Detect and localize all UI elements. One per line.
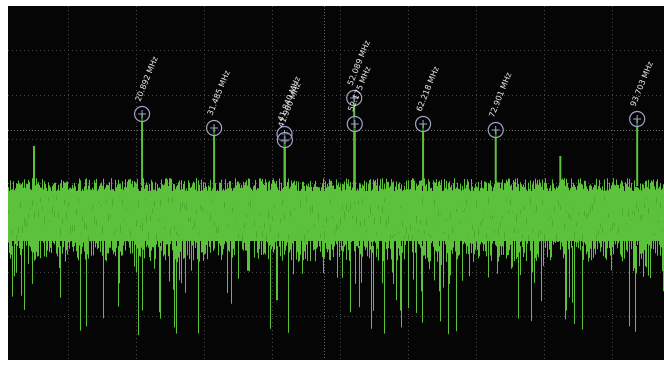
noise-texture: [8, 196, 663, 243]
peak-label: 20.892 MHz: [134, 55, 160, 103]
noise-spikes: [8, 178, 664, 298]
peak-marker-cross: [138, 110, 147, 118]
peak-marker-cross: [280, 136, 289, 144]
peak-marker-cross: [419, 120, 428, 128]
peak-label: 72.901 MHz: [487, 71, 513, 119]
peak-label: 62.218 MHz: [415, 65, 441, 113]
spectrum-display: 20.892 MHz 31.485 MHz 41.840 MHz 41.900 MHz…: [8, 6, 664, 360]
peak-marker-cross: [633, 115, 642, 123]
peak-marker-cross: [350, 120, 359, 128]
peak-marker-cross: [491, 126, 500, 134]
peak-marker-cross: [350, 94, 359, 102]
peak-label: 93.703 MHz: [629, 60, 655, 108]
noise-trace: [8, 146, 664, 336]
peak-label: 31.485 MHz: [206, 69, 232, 117]
peak-marker-cross: [210, 124, 219, 132]
